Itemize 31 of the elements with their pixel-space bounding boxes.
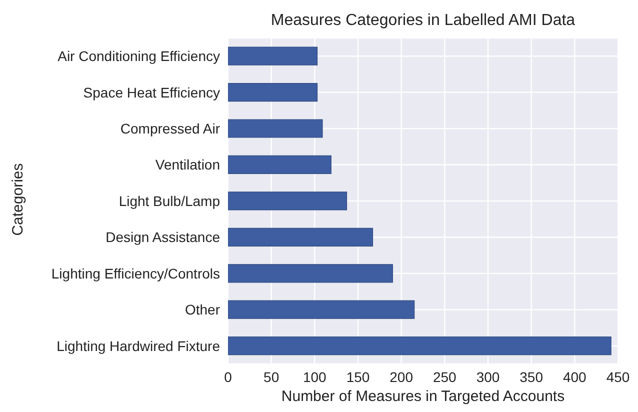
bar	[228, 192, 348, 210]
bar	[228, 155, 332, 174]
x-tick-label: 450	[606, 368, 630, 385]
x-tick-label: 150	[346, 368, 370, 385]
y-tick-label: Ventilation	[155, 156, 220, 173]
y-tick-label: Space Heat Efficiency	[83, 84, 220, 100]
bar	[228, 300, 415, 319]
x-tick-label: 0	[224, 368, 232, 385]
x-axis-title: Number of Measures in Targeted Accounts	[280, 388, 566, 405]
y-tick-label: Air Conditioning Efficiency	[58, 48, 220, 64]
x-tick-label: 250	[432, 368, 457, 385]
bar	[228, 119, 323, 138]
bar	[228, 264, 393, 283]
chart-title: Measures Categories in Labelled AMI Data	[270, 12, 576, 30]
x-tick-label: 50	[264, 368, 280, 385]
y-tick-label: Lighting Efficiency/Controls	[51, 265, 220, 282]
y-tick-label: Design Assistance	[106, 229, 220, 246]
bar	[228, 46, 318, 66]
x-tick-label: 300	[476, 368, 500, 385]
x-tick-label: 400	[562, 368, 587, 385]
bar	[228, 228, 374, 246]
y-axis-title: Categories	[10, 162, 26, 238]
bar	[228, 82, 318, 102]
x-tick-label: 350	[520, 368, 544, 385]
bar	[228, 336, 612, 356]
y-tick-label: Compressed Air	[120, 120, 220, 137]
x-tick-label: 100	[302, 368, 327, 385]
y-tick-label: Other	[184, 302, 220, 318]
y-tick-label: Lighting Hardwired Fixture	[56, 338, 220, 354]
y-tick-label: Light Bulb/Lamp	[118, 192, 220, 209]
x-tick-label: 200	[390, 368, 414, 385]
